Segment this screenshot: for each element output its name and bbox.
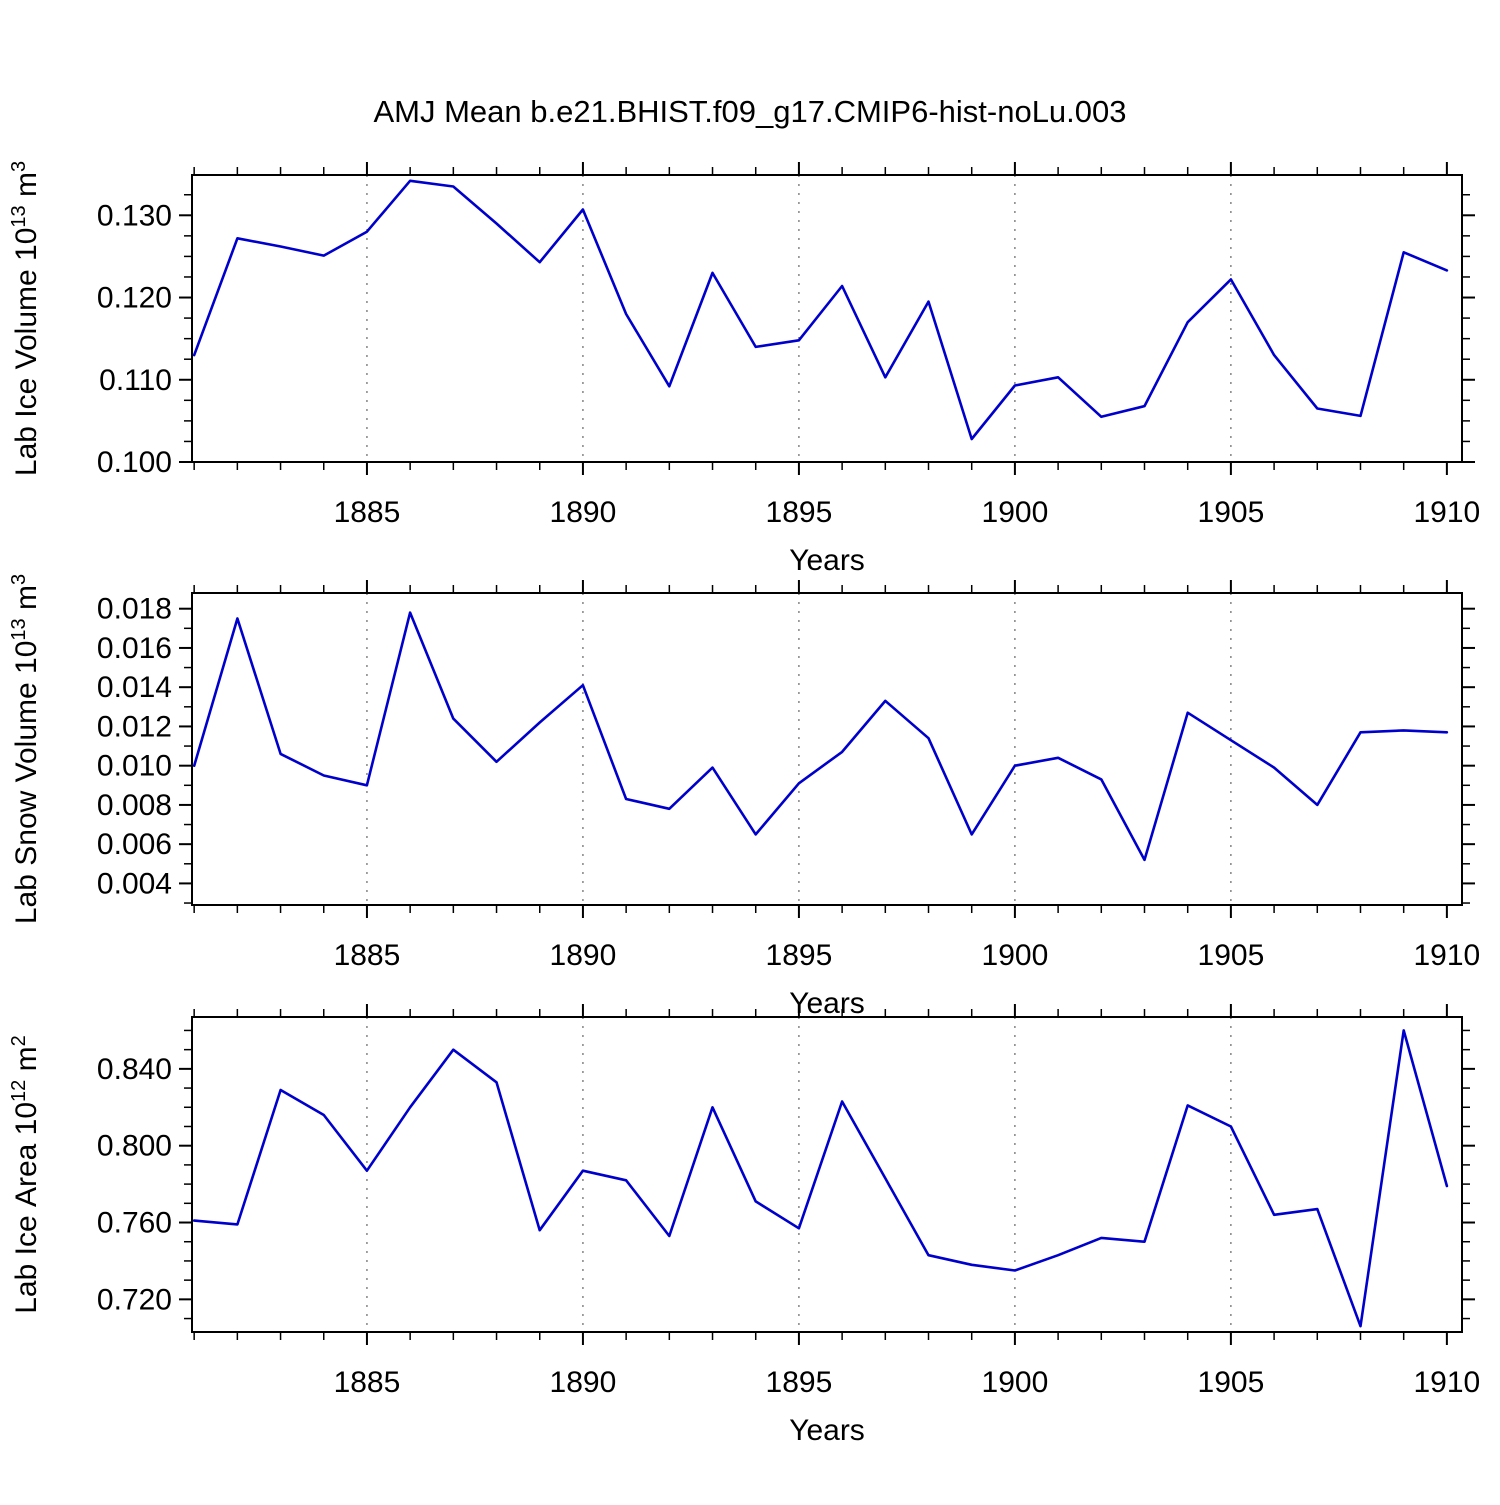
x-axis-label: Years xyxy=(789,987,865,1020)
x-tick-label: 1910 xyxy=(1414,496,1481,529)
x-tick-label: 1885 xyxy=(334,496,401,529)
x-axis-label: Years xyxy=(789,1414,865,1447)
y-tick-label: 0.018 xyxy=(97,593,172,626)
y-axis-label: Lab Snow Volume 1013 m3 xyxy=(8,574,43,924)
x-tick-label: 1900 xyxy=(982,939,1049,972)
y-tick-label: 0.100 xyxy=(97,446,172,479)
y-tick-label: 0.110 xyxy=(99,364,172,397)
x-tick-label: 1890 xyxy=(550,496,617,529)
x-tick-label: 1905 xyxy=(1198,939,1265,972)
y-tick-label: 0.720 xyxy=(97,1283,172,1316)
panel-lab-ice-volume: 1885 1890 1895 1900 1905 1910 0.100 0.110 0.120 0… xyxy=(8,161,1480,577)
x-tick-label: 1895 xyxy=(766,496,833,529)
x-tick-label: 1895 xyxy=(766,1366,833,1399)
panel-lab-snow-volume: 1885 1890 1895 1900 1905 1910 0.004 0.006 0.008 0… xyxy=(8,574,1480,1020)
x-tick-label: 1905 xyxy=(1198,496,1265,529)
x-tick-label: 1890 xyxy=(550,1366,617,1399)
y-tick-label: 0.016 xyxy=(97,632,172,665)
x-tick-label: 1885 xyxy=(334,1366,401,1399)
plot-border xyxy=(191,592,1463,906)
data-line-lab-snow-volume xyxy=(192,611,1449,862)
chart-title: AMJ Mean b.e21.BHIST.f09_g17.CMIP6-hist-… xyxy=(373,94,1126,129)
y-tick-label: 0.800 xyxy=(97,1130,172,1163)
y-tick-label: 0.760 xyxy=(97,1207,172,1240)
x-tick-label: 1890 xyxy=(550,939,617,972)
data-line-lab-ice-volume xyxy=(192,179,1449,441)
y-tick-label: 0.014 xyxy=(97,671,172,704)
plot-border xyxy=(191,1016,1463,1333)
x-tick-label: 1900 xyxy=(982,496,1049,529)
x-axis-label: Years xyxy=(789,544,865,577)
panel-lab-ice-area: 1885 1890 1895 1900 1905 1910 0.720 0.760 0.800 0… xyxy=(8,1004,1480,1447)
x-tick-label: 1885 xyxy=(334,939,401,972)
x-tick-label: 1905 xyxy=(1198,1366,1265,1399)
y-tick-label: 0.004 xyxy=(97,867,172,900)
y-tick-label: 0.008 xyxy=(97,789,172,822)
y-axis-label: Lab Ice Volume 1013 m3 xyxy=(8,161,43,476)
x-tick-label: 1900 xyxy=(982,1366,1049,1399)
x-tick-label: 1895 xyxy=(766,939,833,972)
y-tick-label: 0.130 xyxy=(97,199,172,232)
y-tick-label: 0.012 xyxy=(97,710,172,743)
y-tick-label: 0.840 xyxy=(97,1053,172,1086)
y-tick-label: 0.006 xyxy=(97,828,172,861)
y-tick-label: 0.010 xyxy=(97,750,172,783)
data-line-lab-ice-area xyxy=(192,1029,1449,1328)
y-tick-label: 0.120 xyxy=(97,282,172,315)
y-axis-label: Lab Ice Area 1012 m2 xyxy=(8,1035,43,1314)
x-tick-label: 1910 xyxy=(1414,1366,1481,1399)
x-tick-label: 1910 xyxy=(1414,939,1481,972)
